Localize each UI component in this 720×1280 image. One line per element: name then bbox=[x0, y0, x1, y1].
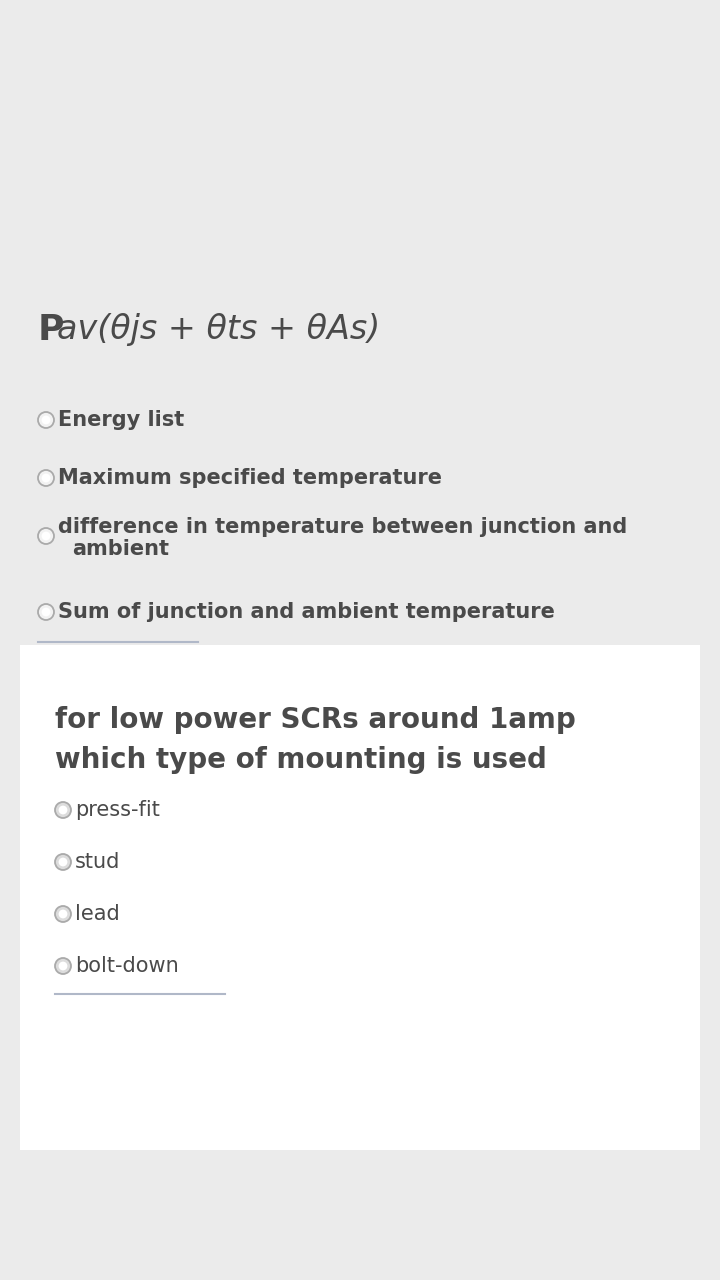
Circle shape bbox=[42, 474, 50, 483]
Circle shape bbox=[38, 604, 54, 620]
Text: ambient: ambient bbox=[72, 539, 169, 559]
Circle shape bbox=[58, 805, 68, 814]
FancyBboxPatch shape bbox=[20, 645, 700, 1149]
Text: difference in temperature between junction and: difference in temperature between juncti… bbox=[58, 517, 627, 538]
Circle shape bbox=[42, 416, 50, 425]
Circle shape bbox=[55, 906, 71, 922]
Text: press-fit: press-fit bbox=[75, 800, 160, 820]
Text: Sum of junction and ambient temperature: Sum of junction and ambient temperature bbox=[58, 602, 555, 622]
Circle shape bbox=[58, 858, 68, 867]
Text: bolt-down: bolt-down bbox=[75, 956, 179, 975]
Circle shape bbox=[42, 531, 50, 540]
Text: P: P bbox=[38, 314, 65, 347]
Text: stud: stud bbox=[75, 852, 120, 872]
Text: av(θjs + θts + θAs): av(θjs + θts + θAs) bbox=[57, 314, 380, 347]
Text: for low power SCRs around 1amp: for low power SCRs around 1amp bbox=[55, 707, 576, 733]
Circle shape bbox=[58, 961, 68, 970]
Text: Maximum specified temperature: Maximum specified temperature bbox=[58, 468, 442, 488]
Circle shape bbox=[55, 854, 71, 870]
Circle shape bbox=[38, 470, 54, 486]
Text: lead: lead bbox=[75, 904, 120, 924]
Circle shape bbox=[58, 910, 68, 919]
Circle shape bbox=[42, 608, 50, 617]
Circle shape bbox=[55, 803, 71, 818]
Circle shape bbox=[55, 957, 71, 974]
Text: Energy list: Energy list bbox=[58, 410, 184, 430]
Circle shape bbox=[38, 412, 54, 428]
Circle shape bbox=[38, 527, 54, 544]
Text: which type of mounting is used: which type of mounting is used bbox=[55, 746, 547, 774]
